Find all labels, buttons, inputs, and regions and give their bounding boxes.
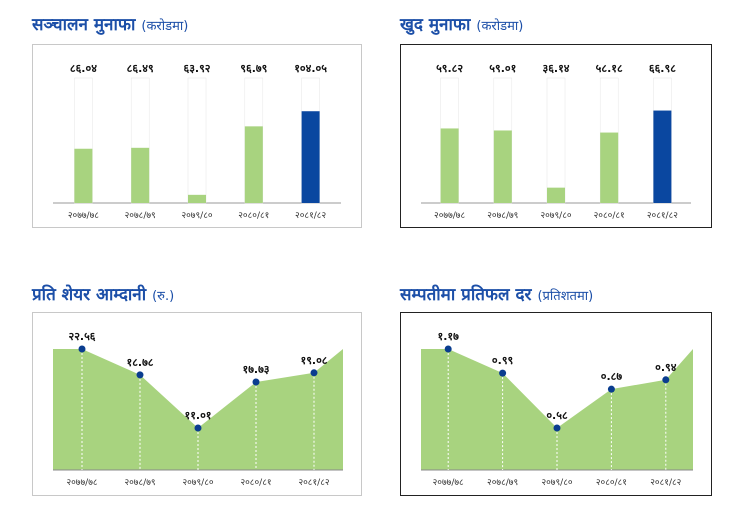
chart4-title: सम्पतीमा प्रतिफल दर (प्रतिशतमा) — [400, 282, 593, 305]
chart3-tick-label: २०७९/८० — [182, 478, 213, 488]
chart2-title: खुद मुनाफा (करोडमा) — [400, 12, 523, 35]
chart4-point — [607, 385, 615, 393]
chart2-tick-label: २०८०/८१ — [594, 211, 625, 221]
chart2-subtitle: (करोडमा) — [476, 19, 524, 34]
chart1-bar — [301, 111, 320, 203]
chart1-value-label: ८६.०४ — [70, 62, 97, 75]
chart3-panel: २२.५६ २०७७/७८ १८.७८ २०७८/७९ ११.०१ २०७९/८० १७.७… — [32, 312, 362, 496]
chart4-tick-label: २०७८/७९ — [487, 478, 518, 488]
chart3-tick-label: २०७८/७९ — [124, 478, 155, 488]
chart1-bar-track — [187, 77, 207, 204]
chart3-value-label: १७.७३ — [242, 363, 269, 376]
chart3-title: प्रति शेयर आम्दानी (रु.) — [32, 282, 174, 305]
chart1-title-text: सञ्चालन मुनाफा — [32, 15, 136, 35]
chart4-value-label: १.१७ — [438, 330, 460, 343]
chart2-value-label: ५८.१८ — [596, 62, 623, 75]
chart1-tick-label: २०७७/७८ — [68, 211, 99, 221]
chart3-value-label: २२.५६ — [68, 330, 95, 343]
chart1-bar — [188, 194, 206, 203]
chart3-tick-label: २०८१/८२ — [298, 478, 329, 488]
chart2-tick-label: २०७७/७८ — [434, 211, 465, 221]
chart2-tick-label: २०७९/८० — [540, 211, 571, 221]
chart3-area — [53, 349, 343, 470]
chart1-value-label: ६३.९२ — [183, 62, 210, 75]
chart2-bar — [547, 187, 565, 203]
chart3-point — [194, 424, 202, 432]
chart2-value-label: ५९.०१ — [489, 62, 516, 75]
chart1-bar — [131, 147, 150, 203]
chart1-panel: ८६.०४ २०७७/७८ ८६.४९ २०७८/७९ ६३.९२ २०७९/८० ९६.७… — [32, 44, 362, 228]
chart1-svg: ८६.०४ २०७७/७८ ८६.४९ २०७८/७९ ६३.९२ २०७९/८० ९६.७… — [53, 62, 341, 221]
chart2-value-label: ३६.१४ — [542, 62, 569, 75]
chart1-tick-label: २०७८/७९ — [125, 211, 156, 221]
chart2-bar — [440, 128, 459, 203]
chart4-tick-label: २०८१/८२ — [650, 478, 681, 488]
chart4-tick-label: २०७९/८० — [541, 478, 572, 488]
chart3-point — [136, 371, 144, 379]
chart2-bar — [493, 130, 512, 203]
chart2-svg: ५९.८२ २०७७/७८ ५९.०१ २०७८/७९ ३६.१४ २०७९/८० ५८.१… — [421, 62, 691, 221]
chart3-point — [78, 345, 86, 353]
chart3-subtitle: (रु.) — [152, 289, 175, 304]
chart3-point — [310, 369, 318, 377]
chart3-point — [252, 378, 260, 386]
chart4-subtitle: (प्रतिशतमा) — [537, 289, 594, 304]
chart3-tick-label: २०८०/८१ — [240, 478, 271, 488]
chart3-tick-label: २०७७/७८ — [66, 478, 97, 488]
chart2-title-text: खुद मुनाफा — [400, 15, 471, 35]
chart2-bar — [653, 110, 672, 203]
chart3-title-text: प्रति शेयर आम्दानी — [32, 285, 147, 305]
chart4-panel: १.१७ २०७७/७८ ०.९९ २०७८/७९ ०.५८ २०७९/८० ०.८७ २०८… — [400, 312, 712, 496]
chart4-value-label: ०.८७ — [601, 370, 623, 383]
chart1-value-label: ८६.४९ — [127, 62, 154, 75]
chart4-area — [421, 349, 693, 470]
chart4-title-text: सम्पतीमा प्रतिफल दर — [400, 285, 532, 305]
chart1-bar — [74, 148, 93, 203]
chart2-tick-label: २०८१/८२ — [647, 211, 678, 221]
chart2-tick-label: २०७८/७९ — [487, 211, 518, 221]
chart4-point — [553, 424, 561, 432]
chart4-tick-label: २०७७/७८ — [433, 478, 464, 488]
chart2-value-label: ५९.८२ — [436, 62, 463, 75]
chart4-value-label: ०.९४ — [655, 361, 677, 374]
chart1-tick-label: २०८०/८१ — [238, 211, 269, 221]
chart1-tick-label: २०७९/८० — [181, 211, 212, 221]
chart1-value-label: १०४.०५ — [294, 62, 327, 75]
chart3-value-label: १९.०८ — [300, 354, 327, 367]
chart1-value-label: ९६.७९ — [240, 62, 267, 75]
chart4-point — [499, 369, 507, 377]
chart1-title: सञ्चालन मुनाफा (करोडमा) — [32, 12, 188, 35]
chart2-value-label: ६६.९८ — [649, 62, 676, 75]
chart4-tick-label: २०८०/८१ — [596, 478, 627, 488]
chart3-value-label: ११.०१ — [184, 409, 211, 422]
chart4-value-label: ०.९९ — [492, 354, 514, 367]
chart4-value-label: ०.५८ — [546, 409, 568, 422]
chart1-tick-label: २०८१/८२ — [295, 211, 326, 221]
chart1-bar — [244, 126, 263, 203]
chart4-svg: १.१७ २०७७/७८ ०.९९ २०७८/७९ ०.५८ २०७९/८० ०.८७ २०८… — [421, 330, 693, 488]
chart4-point — [444, 345, 452, 353]
chart3-value-label: १८.७८ — [126, 356, 153, 369]
chart3-svg: २२.५६ २०७७/७८ १८.७८ २०७८/७९ ११.०१ २०७९/८० १७.७… — [53, 330, 343, 488]
chart1-subtitle: (करोडमा) — [141, 19, 189, 34]
chart4-point — [662, 376, 670, 384]
chart2-bar — [600, 132, 619, 203]
chart2-bar-track — [546, 77, 566, 204]
chart2-panel: ५९.८२ २०७७/७८ ५९.०१ २०७८/७९ ३६.१४ २०७९/८० ५८.१… — [400, 44, 712, 228]
